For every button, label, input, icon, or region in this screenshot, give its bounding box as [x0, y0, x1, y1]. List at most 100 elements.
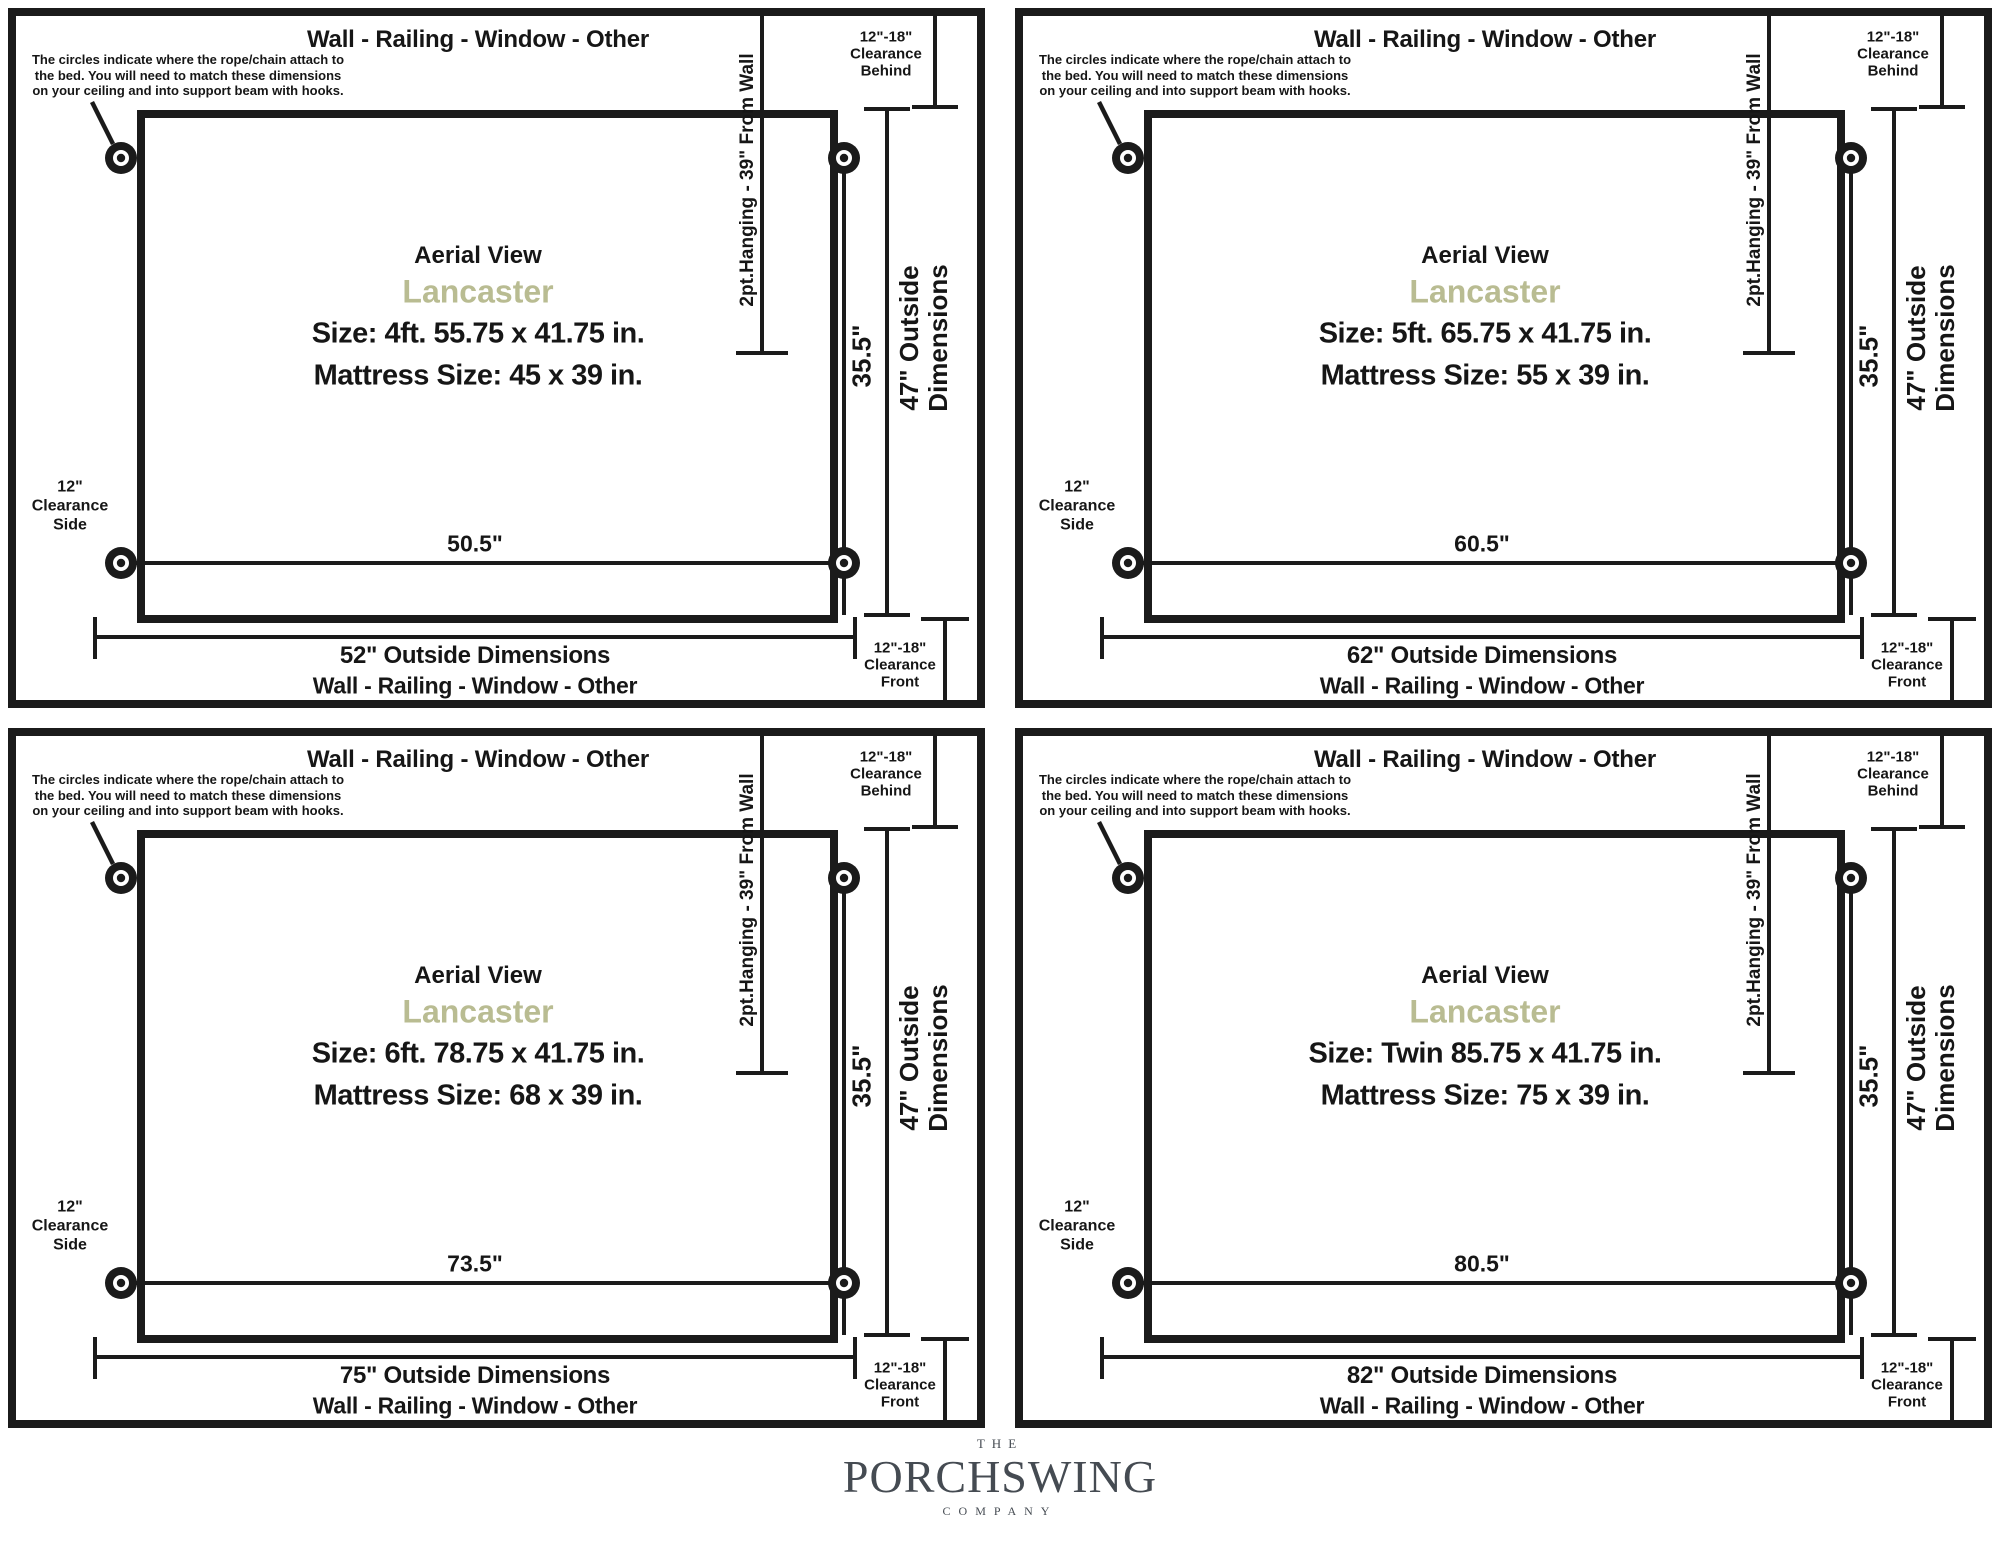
clearance-front-label: 12"-18" Clearance Front [1871, 1360, 1943, 1411]
clearance-behind-range: 12"-18" [859, 748, 913, 766]
aerial-view-label: Aerial View [414, 962, 542, 989]
aerial-view-label: Aerial View [1421, 962, 1549, 989]
size-text: Size: 6ft. 78.75 x 41.75 in. [311, 1037, 645, 1070]
outside-dimensions-vertical-label: 47" Outside Dimensions [1901, 264, 1960, 412]
mattress-size-text: Mattress Size: 75 x 39 in. [1320, 1079, 1650, 1112]
clearance-side-value: 12" [57, 478, 83, 496]
clearance-side-word2: Side [53, 516, 87, 534]
note-pointer-line [1096, 820, 1123, 866]
note-line: the bed. You will need to match these di… [34, 787, 342, 803]
clearance-side-word2: Side [1060, 516, 1094, 534]
wall-label-top: Wall - Railing - Window - Other [1314, 746, 1656, 773]
mattress-size-text: Mattress Size: 45 x 39 in. [313, 359, 643, 392]
brand-logo: THE PORCHSWING COMPANY [0, 1436, 2000, 1519]
clearance-front-word2: Front [1887, 1393, 1927, 1411]
inner-width-label: 60.5" [1454, 530, 1510, 557]
inner-width-label: 80.5" [1454, 1250, 1510, 1277]
clearance-side-label: 12" Clearance Side [32, 478, 109, 535]
bed-outline [137, 830, 838, 1343]
outside-vertical-line1: 47" Outside [894, 265, 924, 411]
clearance-behind-word1: Clearance [850, 45, 922, 63]
outside-dimension-label: 62" Outside Dimensions [1346, 642, 1618, 669]
note-line: on your ceiling and into support beam wi… [32, 803, 344, 818]
clearance-front-label: 12"-18" Clearance Front [864, 640, 936, 691]
bed-outline [137, 110, 838, 623]
attachment-circle-top-left [1112, 142, 1144, 174]
wall-label-top: Wall - Railing - Window - Other [1314, 26, 1656, 53]
panel-border [1015, 8, 1992, 708]
clearance-side-word2: Side [1060, 1236, 1094, 1254]
attachment-circle-top-left [105, 142, 137, 174]
clearance-behind-word2: Behind [1867, 62, 1919, 80]
depth-label: 35.5" [846, 1044, 877, 1108]
clearance-front-word1: Clearance [1871, 1376, 1943, 1394]
clearance-behind-label: 12"-18" Clearance Behind [1857, 749, 1929, 800]
size-text: Size: Twin 85.75 x 41.75 in. [1308, 1037, 1662, 1070]
clearance-front-label: 12"-18" Clearance Front [1871, 640, 1943, 691]
hanging-label: 2pt.Hanging - 39" From Wall [737, 773, 758, 1027]
size-panel: Wall - Railing - Window - Other The circ… [1015, 8, 1992, 708]
outside-vertical-line2: Dimensions [923, 984, 953, 1132]
clearance-front-range: 12"-18" [1880, 1359, 1934, 1377]
clearance-side-word1: Clearance [31, 497, 109, 515]
clearance-side-word1: Clearance [1038, 1217, 1116, 1235]
attachment-note: The circles indicate where the rope/chai… [18, 772, 358, 819]
outside-vertical-line2: Dimensions [1930, 264, 1960, 412]
note-line: The circles indicate where the rope/chai… [31, 772, 345, 787]
clearance-behind-label: 12"-18" Clearance Behind [850, 749, 922, 800]
attachment-circle-bottom-left [1112, 547, 1144, 579]
clearance-front-word1: Clearance [1871, 656, 1943, 674]
attachment-circle-top-right [828, 142, 860, 174]
clearance-side-value: 12" [57, 1198, 83, 1216]
attachment-circle-top-left [1112, 862, 1144, 894]
clearance-side-word2: Side [53, 1236, 87, 1254]
outside-vertical-line1: 47" Outside [1901, 265, 1931, 411]
wall-label-bottom: Wall - Railing - Window - Other [312, 1392, 638, 1419]
clearance-front-range: 12"-18" [873, 639, 927, 657]
clearance-side-value: 12" [1064, 478, 1090, 496]
note-line: the bed. You will need to match these di… [1041, 67, 1349, 83]
clearance-front-word1: Clearance [864, 656, 936, 674]
clearance-side-value: 12" [1064, 1198, 1090, 1216]
panel-border [1015, 728, 1992, 1428]
outside-dimension-label: 82" Outside Dimensions [1346, 1362, 1618, 1389]
hanging-label: 2pt.Hanging - 39" From Wall [1744, 773, 1765, 1027]
note-line: The circles indicate where the rope/chai… [1038, 772, 1352, 787]
inner-width-label: 73.5" [447, 1250, 503, 1277]
clearance-side-word1: Clearance [1038, 497, 1116, 515]
model-name: Lancaster [1409, 273, 1561, 310]
attachment-circle-bottom-right [828, 1267, 860, 1299]
note-line: on your ceiling and into support beam wi… [32, 83, 344, 98]
model-name: Lancaster [1409, 993, 1561, 1030]
clearance-behind-word2: Behind [860, 62, 912, 80]
outside-dimensions-vertical-label: 47" Outside Dimensions [1901, 984, 1960, 1131]
attachment-circle-bottom-right [1835, 547, 1867, 579]
size-text: Size: 5ft. 65.75 x 41.75 in. [1318, 317, 1652, 350]
attachment-note: The circles indicate where the rope/chai… [1025, 772, 1365, 819]
attachment-circle-top-right [828, 862, 860, 894]
diagram-art [1096, 736, 1976, 1420]
clearance-side-label: 12" Clearance Side [1039, 478, 1116, 535]
diagram-art [1096, 16, 1976, 700]
outside-dimension-label: 75" Outside Dimensions [339, 1362, 611, 1389]
attachment-circle-bottom-left [105, 547, 137, 579]
hanging-label: 2pt.Hanging - 39" From Wall [737, 53, 758, 307]
clearance-front-range: 12"-18" [1880, 639, 1934, 657]
depth-label: 35.5" [1853, 324, 1884, 388]
model-name: Lancaster [402, 273, 554, 310]
clearance-front-range: 12"-18" [873, 1359, 927, 1377]
clearance-front-word2: Front [880, 1393, 920, 1411]
inner-width-label: 50.5" [447, 530, 503, 557]
mattress-size-text: Mattress Size: 68 x 39 in. [313, 1079, 643, 1112]
attachment-circle-top-right [1835, 142, 1867, 174]
note-line: on your ceiling and into support beam wi… [1039, 83, 1351, 98]
note-line: on your ceiling and into support beam wi… [1039, 803, 1351, 818]
clearance-behind-range: 12"-18" [1866, 748, 1920, 766]
clearance-behind-word2: Behind [860, 782, 912, 800]
outside-dimensions-vertical-label: 47" Outside Dimensions [894, 984, 953, 1132]
diagram-art [89, 736, 969, 1420]
outside-vertical-line1: 47" Outside [1901, 985, 1931, 1131]
note-line: the bed. You will need to match these di… [1041, 787, 1349, 803]
clearance-behind-word1: Clearance [1857, 45, 1929, 63]
